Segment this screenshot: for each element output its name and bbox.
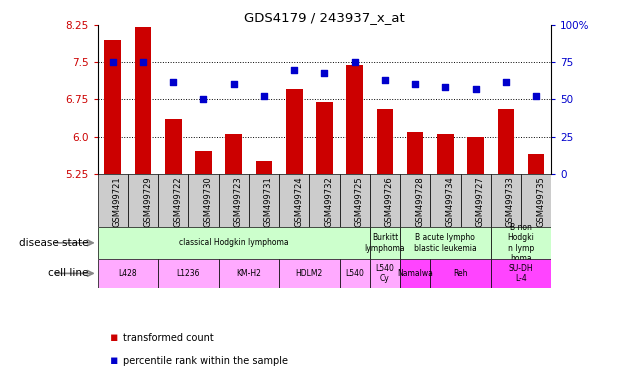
FancyBboxPatch shape bbox=[98, 259, 158, 288]
FancyBboxPatch shape bbox=[188, 174, 219, 227]
Text: GSM499721: GSM499721 bbox=[113, 176, 122, 227]
Text: SU-DH
L-4: SU-DH L-4 bbox=[508, 264, 534, 283]
Point bbox=[501, 78, 511, 84]
Text: GSM499725: GSM499725 bbox=[355, 176, 364, 227]
Text: KM-H2: KM-H2 bbox=[236, 269, 261, 278]
Point bbox=[259, 93, 269, 99]
Point bbox=[108, 59, 118, 65]
Text: GSM499724: GSM499724 bbox=[294, 176, 303, 227]
FancyBboxPatch shape bbox=[491, 174, 521, 227]
Text: classical Hodgkin lymphoma: classical Hodgkin lymphoma bbox=[179, 238, 289, 247]
FancyBboxPatch shape bbox=[461, 174, 491, 227]
Text: transformed count: transformed count bbox=[123, 333, 214, 343]
FancyBboxPatch shape bbox=[219, 174, 249, 227]
Title: GDS4179 / 243937_x_at: GDS4179 / 243937_x_at bbox=[244, 11, 405, 24]
Bar bbox=[316, 102, 333, 174]
FancyBboxPatch shape bbox=[400, 227, 491, 259]
Text: GSM499733: GSM499733 bbox=[506, 176, 515, 227]
FancyBboxPatch shape bbox=[279, 259, 340, 288]
Point bbox=[410, 81, 420, 88]
FancyBboxPatch shape bbox=[430, 174, 461, 227]
Text: B acute lympho
blastic leukemia: B acute lympho blastic leukemia bbox=[414, 233, 477, 253]
Point bbox=[380, 77, 390, 83]
Text: GSM499735: GSM499735 bbox=[536, 176, 545, 227]
Point bbox=[289, 66, 299, 73]
FancyBboxPatch shape bbox=[400, 174, 430, 227]
Bar bbox=[286, 89, 302, 174]
FancyBboxPatch shape bbox=[340, 174, 370, 227]
Bar bbox=[226, 134, 242, 174]
Point bbox=[319, 70, 329, 76]
FancyBboxPatch shape bbox=[128, 174, 158, 227]
Point bbox=[168, 78, 178, 84]
Point bbox=[531, 93, 541, 99]
Text: L540: L540 bbox=[345, 269, 364, 278]
Text: ▪: ▪ bbox=[110, 331, 118, 344]
Bar bbox=[467, 137, 484, 174]
Point bbox=[229, 81, 239, 88]
Text: GSM499734: GSM499734 bbox=[445, 176, 454, 227]
Bar bbox=[105, 40, 121, 174]
Bar bbox=[377, 109, 393, 174]
FancyBboxPatch shape bbox=[219, 259, 279, 288]
FancyBboxPatch shape bbox=[98, 174, 128, 227]
Point bbox=[198, 96, 209, 103]
Point bbox=[350, 59, 360, 65]
Text: Reh: Reh bbox=[453, 269, 468, 278]
Text: HDLM2: HDLM2 bbox=[295, 269, 323, 278]
FancyBboxPatch shape bbox=[430, 259, 491, 288]
FancyBboxPatch shape bbox=[370, 259, 400, 288]
Text: GSM499732: GSM499732 bbox=[324, 176, 333, 227]
Bar bbox=[407, 132, 423, 174]
FancyBboxPatch shape bbox=[98, 227, 370, 259]
Bar bbox=[195, 151, 212, 174]
FancyBboxPatch shape bbox=[370, 227, 400, 259]
FancyBboxPatch shape bbox=[309, 174, 340, 227]
FancyBboxPatch shape bbox=[279, 174, 309, 227]
FancyBboxPatch shape bbox=[158, 174, 188, 227]
FancyBboxPatch shape bbox=[370, 174, 400, 227]
Bar bbox=[346, 65, 363, 174]
Point bbox=[440, 84, 450, 91]
FancyBboxPatch shape bbox=[521, 174, 551, 227]
Text: GSM499726: GSM499726 bbox=[385, 176, 394, 227]
FancyBboxPatch shape bbox=[158, 259, 219, 288]
Text: GSM499722: GSM499722 bbox=[173, 176, 182, 227]
Bar bbox=[135, 27, 151, 174]
Text: cell line: cell line bbox=[48, 268, 88, 278]
FancyBboxPatch shape bbox=[491, 259, 551, 288]
FancyBboxPatch shape bbox=[340, 259, 370, 288]
FancyBboxPatch shape bbox=[400, 259, 430, 288]
Text: B non
Hodgki
n lymp
homa: B non Hodgki n lymp homa bbox=[508, 223, 534, 263]
FancyBboxPatch shape bbox=[491, 227, 551, 259]
Text: ▪: ▪ bbox=[110, 354, 118, 367]
Text: GSM499728: GSM499728 bbox=[415, 176, 424, 227]
Text: L540
Cy: L540 Cy bbox=[375, 264, 394, 283]
Text: Namalwa: Namalwa bbox=[398, 269, 433, 278]
Text: disease state: disease state bbox=[19, 238, 88, 248]
Text: GSM499730: GSM499730 bbox=[203, 176, 212, 227]
Text: L1236: L1236 bbox=[176, 269, 200, 278]
Text: percentile rank within the sample: percentile rank within the sample bbox=[123, 356, 288, 366]
Text: GSM499723: GSM499723 bbox=[234, 176, 243, 227]
Bar bbox=[498, 109, 514, 174]
Point bbox=[471, 86, 481, 92]
Bar bbox=[437, 134, 454, 174]
FancyBboxPatch shape bbox=[249, 174, 279, 227]
Text: GSM499729: GSM499729 bbox=[143, 176, 152, 227]
Point bbox=[138, 59, 148, 65]
Text: GSM499731: GSM499731 bbox=[264, 176, 273, 227]
Bar bbox=[165, 119, 181, 174]
Bar bbox=[528, 154, 544, 174]
Text: GSM499727: GSM499727 bbox=[476, 176, 484, 227]
Bar bbox=[256, 161, 272, 174]
Text: Burkitt
lymphoma: Burkitt lymphoma bbox=[365, 233, 405, 253]
Text: L428: L428 bbox=[118, 269, 137, 278]
